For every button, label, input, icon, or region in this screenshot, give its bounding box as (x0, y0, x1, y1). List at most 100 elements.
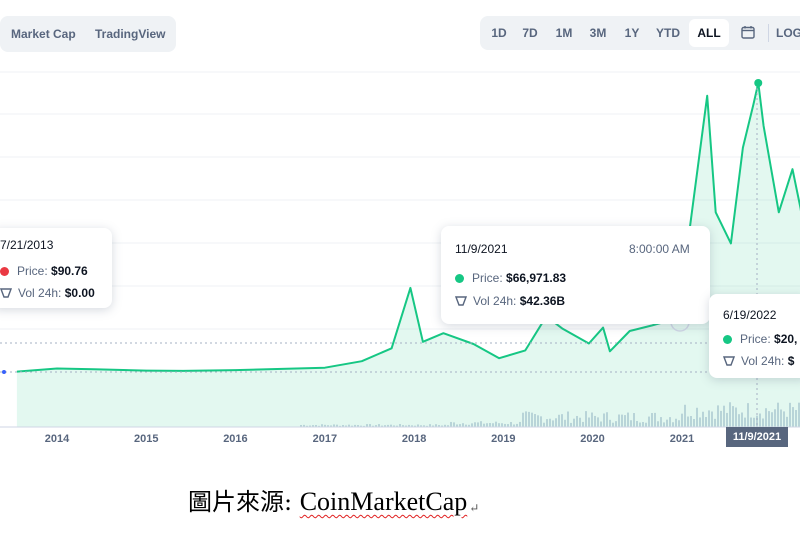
price-label: Price: (472, 271, 503, 285)
volume-bar (699, 417, 701, 427)
volume-bar (426, 425, 428, 427)
volume-bar (576, 415, 578, 427)
price-chart[interactable]: 2014 2015 2016 2017 2018 2019 2020 2021 (0, 0, 800, 450)
volume-bar (741, 412, 743, 427)
price-line (16, 82, 800, 373)
volume-bar (330, 425, 332, 427)
volume-bar (738, 414, 740, 427)
volume-bar (540, 416, 542, 427)
price-value: $66,971.83 (506, 271, 567, 285)
volume-bar (696, 407, 698, 427)
tooltip-date: 7/21/2013 (0, 238, 54, 252)
tooltip-vol-row: Vol 24h: $0.00 (0, 286, 95, 302)
volume-bar (432, 425, 434, 427)
volume-bar (327, 425, 329, 427)
chart-grid (0, 71, 800, 330)
volume-bar (747, 403, 749, 427)
volume-bar (318, 425, 320, 427)
volume-bar (450, 421, 452, 427)
volume-bar (483, 423, 485, 427)
volume-bar (735, 407, 737, 427)
volume-bar (771, 412, 773, 427)
volume-bar (792, 407, 794, 427)
volume-bar (753, 417, 755, 427)
volume-bar (651, 413, 653, 427)
volume-bar (693, 418, 695, 427)
price-value: $90.76 (51, 264, 88, 278)
range-all[interactable]: ALL (689, 19, 729, 47)
volume-bar (744, 417, 746, 427)
volume-bar (675, 418, 677, 427)
volume-bar (714, 418, 716, 427)
volume-bar (456, 424, 458, 427)
price-area (16, 83, 800, 427)
volume-bar (660, 417, 662, 427)
volume-bar (537, 415, 539, 427)
volume-bar (567, 411, 569, 427)
volume-bar (642, 422, 644, 427)
range-ytd[interactable]: YTD (656, 26, 680, 40)
volume-bar (516, 423, 518, 427)
volume-bar (471, 423, 473, 427)
volume-icon (454, 295, 468, 310)
calendar-icon[interactable] (734, 19, 762, 47)
tooltip-price-row: Price: $66,971.83 (455, 271, 566, 285)
range-3m[interactable]: 3M (589, 26, 607, 40)
volume-bar (579, 417, 581, 427)
volume-bar (429, 424, 431, 427)
vol-label: Vol 24h: (473, 294, 517, 308)
volume-bar (750, 417, 752, 427)
tooltip-2021: 11/9/2021 8:00:00 AM Price: $66,971.83 V… (441, 226, 710, 324)
volume-bar (498, 423, 500, 427)
start-marker (2, 370, 6, 374)
volume-bar (378, 424, 380, 427)
range-1y[interactable]: 1Y (624, 26, 640, 40)
volume-bar (339, 425, 341, 427)
volume-bar (711, 411, 713, 427)
volume-bar (351, 425, 353, 427)
volume-bar (600, 421, 602, 427)
x-tick-label: 2015 (134, 433, 158, 445)
volume-icon (722, 355, 736, 370)
volume-bar (477, 422, 479, 427)
volume-bar (519, 421, 521, 427)
volume-bar (636, 420, 638, 427)
volume-bar (570, 422, 572, 427)
x-tick-label: 2018 (402, 433, 426, 445)
return-mark: ↵ (469, 501, 480, 515)
tooltip-date: 11/9/2021 (455, 242, 508, 256)
volume-bar (372, 425, 374, 427)
x-axis-ticks: 2014 2015 2016 2017 2018 2019 2020 2021 (45, 433, 694, 445)
tab-market-cap[interactable]: Market Cap (11, 27, 76, 41)
volume-bar (687, 416, 689, 427)
range-1m[interactable]: 1M (555, 26, 573, 40)
range-7d[interactable]: 7D (522, 26, 538, 40)
tooltip-2013: 7/21/2013 Price: $90.76 Vol 24h: $0.00 (0, 228, 112, 308)
volume-bar (402, 425, 404, 427)
volume-bar (414, 425, 416, 427)
volume-bar (624, 415, 626, 427)
volume-bar (303, 424, 305, 427)
tab-tradingview[interactable]: TradingView (95, 27, 166, 41)
range-1d[interactable]: 1D (491, 26, 507, 40)
volume-bar (654, 412, 656, 427)
volume-bar (489, 423, 491, 427)
tooltip-price-row: Price: $90.76 (0, 264, 88, 278)
peak-marker (754, 79, 763, 87)
x-tick-label: 2014 (45, 433, 70, 445)
volume-bar (510, 422, 512, 427)
tooltip-price-row: Price: $20, (723, 332, 797, 346)
volume-bar (678, 420, 680, 427)
volume-bar (615, 421, 617, 427)
volume-bar (684, 404, 686, 427)
volume-bar (321, 424, 323, 427)
volume-bar (729, 402, 731, 427)
log-toggle[interactable]: LOG (776, 26, 800, 40)
caption-prefix: 圖片來源: (188, 488, 300, 516)
volume-bar (333, 424, 335, 427)
volume-bar (405, 425, 407, 427)
volume-bar (423, 425, 425, 427)
volume-bar (363, 425, 365, 427)
volume-bar (645, 422, 647, 427)
tooltip-vol-row: Vol 24h: $42.36B (454, 294, 565, 310)
